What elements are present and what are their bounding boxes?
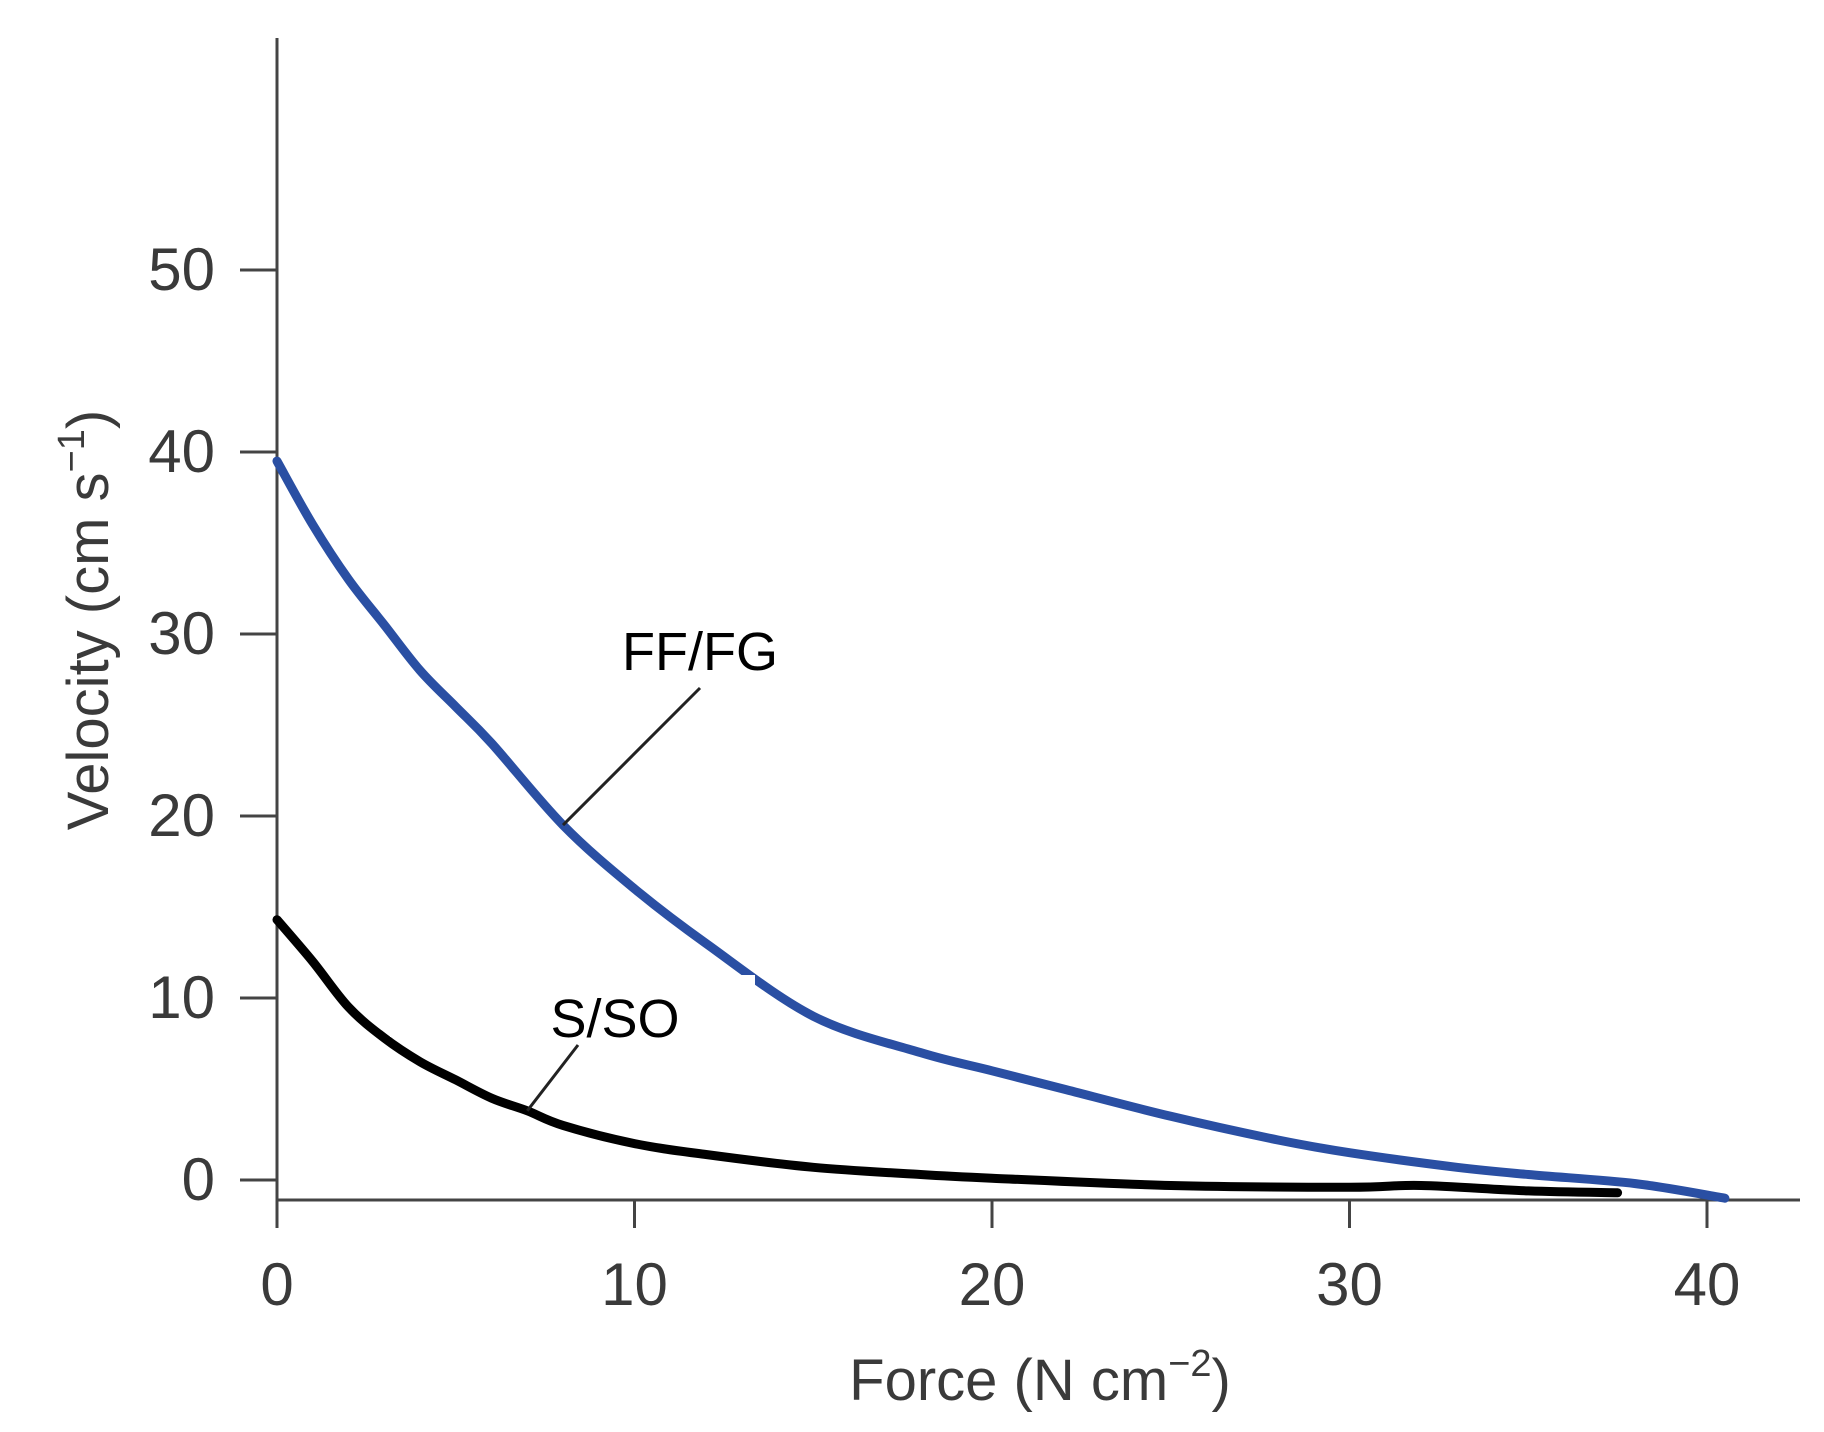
series-label: FF/FG	[622, 622, 778, 682]
series-label: S/SO	[550, 989, 679, 1049]
annotation-leader-line	[561, 686, 702, 827]
x-tick-label: 10	[601, 1251, 668, 1318]
y-ticks: 0 10 20 30 40 50	[148, 236, 277, 1213]
annotation-leader-line	[526, 1044, 580, 1112]
series-layer	[272, 456, 1730, 1203]
series-line-ff-fg	[272, 456, 1730, 1203]
y-tick-label: 30	[148, 600, 215, 667]
x-tick-label: 20	[959, 1251, 1026, 1318]
x-tick-label: 0	[260, 1251, 293, 1318]
label-background	[390, 975, 755, 1037]
y-tick-label: 10	[148, 964, 215, 1031]
y-tick-label: 40	[148, 418, 215, 485]
x-tick-label: 40	[1674, 1251, 1741, 1318]
x-ticks: 0 10 20 30 40	[260, 1200, 1740, 1318]
x-axis: 0 10 20 30 40	[260, 1198, 1800, 1318]
annotation-layer: FF/FG S/SO	[390, 622, 778, 1112]
y-tick-label: 50	[148, 236, 215, 303]
y-tick-label: 0	[182, 1146, 215, 1213]
series-line-s-so	[272, 915, 1623, 1198]
y-tick-label: 20	[148, 782, 215, 849]
x-tick-label: 30	[1316, 1251, 1383, 1318]
y-axis: 0 10 20 30 40 50	[148, 38, 279, 1213]
x-axis-title: Force (N cm−2)	[849, 1343, 1231, 1413]
y-axis-title: Velocity (cm s−1)	[51, 410, 121, 830]
